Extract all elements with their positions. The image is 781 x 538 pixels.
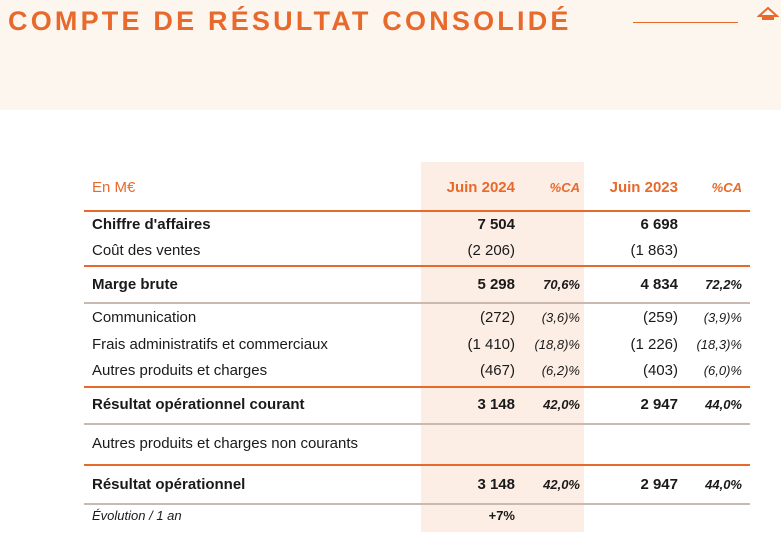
icon — [757, 6, 779, 20]
cell-value: (3,9)% — [703, 310, 742, 325]
row-rule — [84, 302, 750, 304]
row-rule — [84, 210, 750, 212]
row-label: Autres produits et charges non courants — [92, 435, 358, 452]
cell-value: 2 947 — [640, 396, 678, 413]
column-header: %CA — [549, 180, 580, 195]
cell-value: 70,6% — [543, 277, 580, 292]
row-label: Communication — [92, 309, 197, 326]
row-rule — [84, 464, 750, 466]
column-header: Juin 2023 — [609, 179, 678, 196]
cell-value: 2 947 — [640, 476, 678, 493]
cell-value: (18,8)% — [534, 337, 580, 352]
cell-value: 72,2% — [705, 277, 742, 292]
column-header: En M€ — [92, 179, 136, 196]
cell-value: (18,3)% — [696, 337, 742, 352]
title: COMPTE DE RÉSULTAT CONSOLIDÉ — [8, 6, 572, 36]
cell-value: 6 698 — [640, 216, 678, 233]
cell-value: (259) — [642, 309, 678, 326]
cell-value: 44,0% — [705, 477, 742, 492]
cell-value: +7% — [488, 508, 515, 523]
title-rule — [633, 22, 738, 23]
cell-value: 42,0% — [543, 397, 580, 412]
cell-value: (467) — [479, 362, 515, 379]
cell-value: (2 206) — [467, 242, 515, 259]
row-label: Chiffre d'affaires — [92, 216, 211, 233]
row-rule — [84, 423, 750, 425]
column-header: Juin 2024 — [446, 179, 515, 196]
cell-value: (1 863) — [630, 242, 678, 259]
header-band — [0, 0, 781, 110]
cell-value: (403) — [642, 362, 678, 379]
cell-value: (1 226) — [630, 336, 678, 353]
cell-value: 3 148 — [477, 476, 515, 493]
row-label: Évolution / 1 an — [92, 508, 182, 523]
row-label: Marge brute — [92, 276, 178, 293]
row-rule — [84, 265, 750, 267]
cell-value: (6,0)% — [703, 363, 742, 378]
cell-value: (1 410) — [467, 336, 515, 353]
row-rule — [84, 386, 750, 388]
row-label: Frais administratifs et commerciaux — [92, 336, 328, 353]
cell-value: 3 148 — [477, 396, 515, 413]
row-label: Résultat opérationnel courant — [92, 396, 305, 413]
cell-value: 7 504 — [477, 216, 515, 233]
column-highlight — [421, 162, 584, 532]
cell-value: 44,0% — [705, 397, 742, 412]
cell-value: (3,6)% — [541, 310, 580, 325]
row-label: Résultat opérationnel — [92, 476, 246, 493]
row-label: Autres produits et charges — [92, 362, 268, 379]
row-rule — [84, 503, 750, 505]
cell-value: 42,0% — [543, 477, 580, 492]
row-label: Coût des ventes — [92, 242, 201, 259]
cell-value: 4 834 — [640, 276, 678, 293]
column-header: %CA — [711, 180, 742, 195]
cell-value: 5 298 — [477, 276, 515, 293]
cell-value: (272) — [479, 309, 515, 326]
cell-value: (6,2)% — [541, 363, 580, 378]
